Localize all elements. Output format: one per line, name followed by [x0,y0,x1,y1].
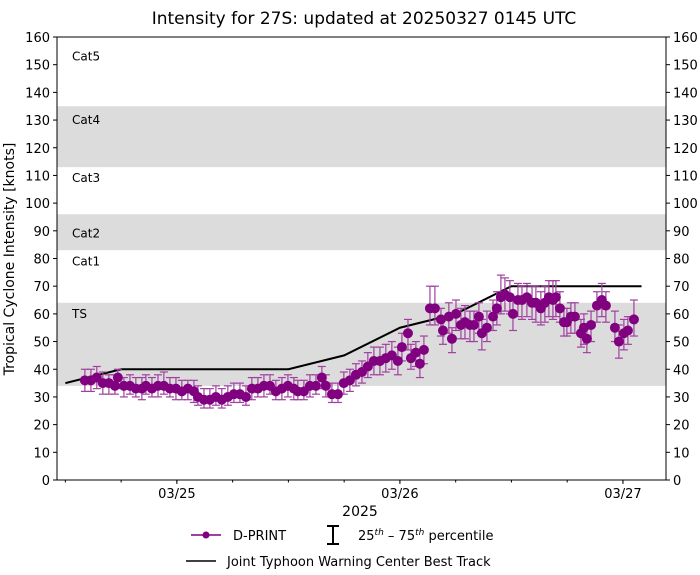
dprint-point [450,308,461,319]
dprint-point [473,311,484,322]
y-tick-label-right: 70 [673,280,690,295]
y-tick-label-right: 150 [673,59,698,74]
dprint-point [112,372,123,383]
legend: D-PRINT 25th – 75th percentile Joint Typ… [186,525,493,570]
y-axis-ticks: 0 0 10 10 20 20 30 30 40 40 50 50 60 60 70 70 80 80 90 90 10… [25,31,698,489]
dprint-point [622,325,633,336]
band-label-cat3: Cat3 [72,171,100,185]
y-tick-label-right: 100 [673,197,698,212]
band-cat4 [57,106,666,168]
y-tick-label-right: 90 [673,225,690,240]
x-tick-label: 03/26 [381,487,418,502]
dprint-point [628,314,639,325]
y-tick-label-right: 160 [673,31,698,46]
y-tick-label-right: 130 [673,114,698,129]
dprint-point [613,336,624,347]
legend-errorbar-icon [327,525,339,545]
dprint-point [414,358,425,369]
category-labels: TS Cat1 Cat2 Cat3 Cat4 Cat5 [71,49,100,320]
y-tick-label-right: 10 [673,446,690,461]
dprint-point [554,303,565,314]
y-tick-label-left: 10 [33,446,50,461]
legend-percentile-label: 25th – 75th percentile [358,528,493,544]
legend-best-track-label: Joint Typhoon Warning Center Best Track [226,555,491,570]
y-tick-label-right: 50 [673,336,690,351]
x-tick-label: 03/25 [158,487,195,502]
y-tick-label-right: 60 [673,308,690,323]
dprint-point [392,355,403,366]
y-tick-label-right: 140 [673,86,698,101]
y-tick-label-left: 130 [25,114,50,129]
y-tick-label-right: 0 [673,474,681,489]
legend-dprint-label: D-PRINT [233,529,286,544]
y-tick-label-left: 40 [33,363,50,378]
dprint-point [600,300,611,311]
dprint-point [437,325,448,336]
plot-frame [56,36,667,481]
category-bands [57,106,666,386]
dprint-point [609,322,620,333]
y-tick-label-left: 80 [33,253,50,268]
dprint-point [332,389,343,400]
dprint-point [310,380,321,391]
dprint-point [487,311,498,322]
chart-title: Intensity for 27S: updated at 20250327 0… [152,9,577,29]
y-tick-label-right: 120 [673,142,698,157]
y-tick-label-left: 70 [33,280,50,295]
y-tick-label-right: 80 [673,253,690,268]
y-axis-label: Tropical Cyclone Intensity [knots] [2,143,18,377]
y-tick-label-left: 60 [33,308,50,323]
dprint-point [316,372,327,383]
dprint-point [410,347,421,358]
dprint-point [586,319,597,330]
band-label-cat1: Cat1 [72,254,100,268]
y-tick-label-left: 150 [25,59,50,74]
dprint-point [418,344,429,355]
dprint-point [396,342,407,353]
band-cat2 [57,214,666,251]
y-tick-label-left: 90 [33,225,50,240]
dprint-point [504,292,515,303]
y-tick-label-left: 20 [33,419,50,434]
dprint-point [429,303,440,314]
dprint-point [109,380,120,391]
y-tick-label-left: 50 [33,336,50,351]
dprint-point [569,311,580,322]
x-tick-label: 03/27 [604,487,641,502]
dprint-point [491,303,502,314]
y-tick-label-right: 40 [673,363,690,378]
dprint-point [320,380,331,391]
y-tick-label-left: 100 [25,197,50,212]
dprint-point [446,333,457,344]
legend-dprint-marker [202,531,210,539]
y-tick-label-left: 110 [25,169,50,184]
band-label-ts: TS [71,307,87,321]
dprint-point [468,319,479,330]
x-axis-label: 2025 [342,504,378,520]
dprint-point [435,314,446,325]
band-label-cat5: Cat5 [72,49,100,63]
y-tick-label-left: 140 [25,86,50,101]
band-label-cat4: Cat4 [72,113,100,127]
y-tick-label-right: 110 [673,169,698,184]
y-tick-label-left: 30 [33,391,50,406]
dprint-point [581,333,592,344]
dprint-layer [79,289,639,405]
x-axis-ticks: 03/25 03/26 03/27 [64,480,642,502]
dprint-point [507,308,518,319]
y-tick-label-left: 0 [42,474,50,489]
dprint-point [402,328,413,339]
dprint-point [550,292,561,303]
y-tick-label-right: 20 [673,419,690,434]
band-label-cat2: Cat2 [72,227,100,241]
y-tick-label-right: 30 [673,391,690,406]
y-tick-label-left: 160 [25,31,50,46]
y-tick-label-left: 120 [25,142,50,157]
dprint-point [481,322,492,333]
dprint-point [240,391,251,402]
